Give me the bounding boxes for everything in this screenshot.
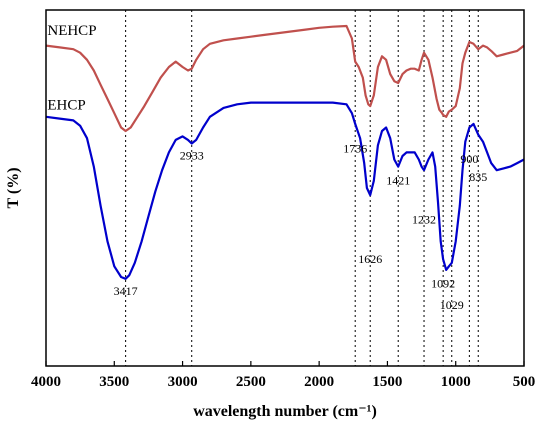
peak-label-1421: 1421: [386, 173, 410, 187]
series-line-ehcp: [45, 101, 525, 280]
peak-label-900: 900: [460, 152, 478, 166]
x-tick-label-1000: 1000: [441, 374, 471, 390]
x-tick-label-4000: 4000: [31, 374, 61, 390]
peak-label-835: 835: [469, 170, 487, 184]
series-line-nehcp: [45, 24, 525, 133]
x-tick-label-3500: 3500: [99, 374, 129, 390]
peak-label-1626: 1626: [358, 252, 382, 266]
peak-annotations: 3417 2933 1736 1626 1421 1232 1092 1029 900 835: [114, 141, 488, 312]
series-label-ehcp: EHCP: [47, 98, 85, 114]
peak-label-1029: 1029: [440, 298, 464, 312]
x-tick-label-3000: 3000: [168, 374, 198, 390]
x-tick-label-1500: 1500: [372, 374, 402, 390]
peak-label-1092: 1092: [431, 277, 455, 291]
plot-frame: [45, 9, 525, 367]
y-axis-title: T (%): [5, 167, 22, 208]
x-axis: 4000 3500 3000 2500 2000 1500 1000 500: [31, 361, 535, 390]
peak-label-2933: 2933: [180, 149, 204, 163]
x-tick-label-2000: 2000: [304, 374, 334, 390]
x-tick-label-500: 500: [513, 374, 536, 390]
x-axis-title: wavelength number (cm⁻¹): [193, 403, 377, 420]
series-label-nehcp: NEHCP: [47, 23, 96, 39]
x-tick-label-2500: 2500: [236, 374, 266, 390]
series-layer: NEHCP EHCP: [45, 23, 525, 280]
reference-lines: [125, 10, 479, 366]
peak-label-1736: 1736: [343, 141, 367, 155]
peak-label-1232: 1232: [412, 213, 436, 227]
peak-label-3417: 3417: [114, 284, 138, 298]
